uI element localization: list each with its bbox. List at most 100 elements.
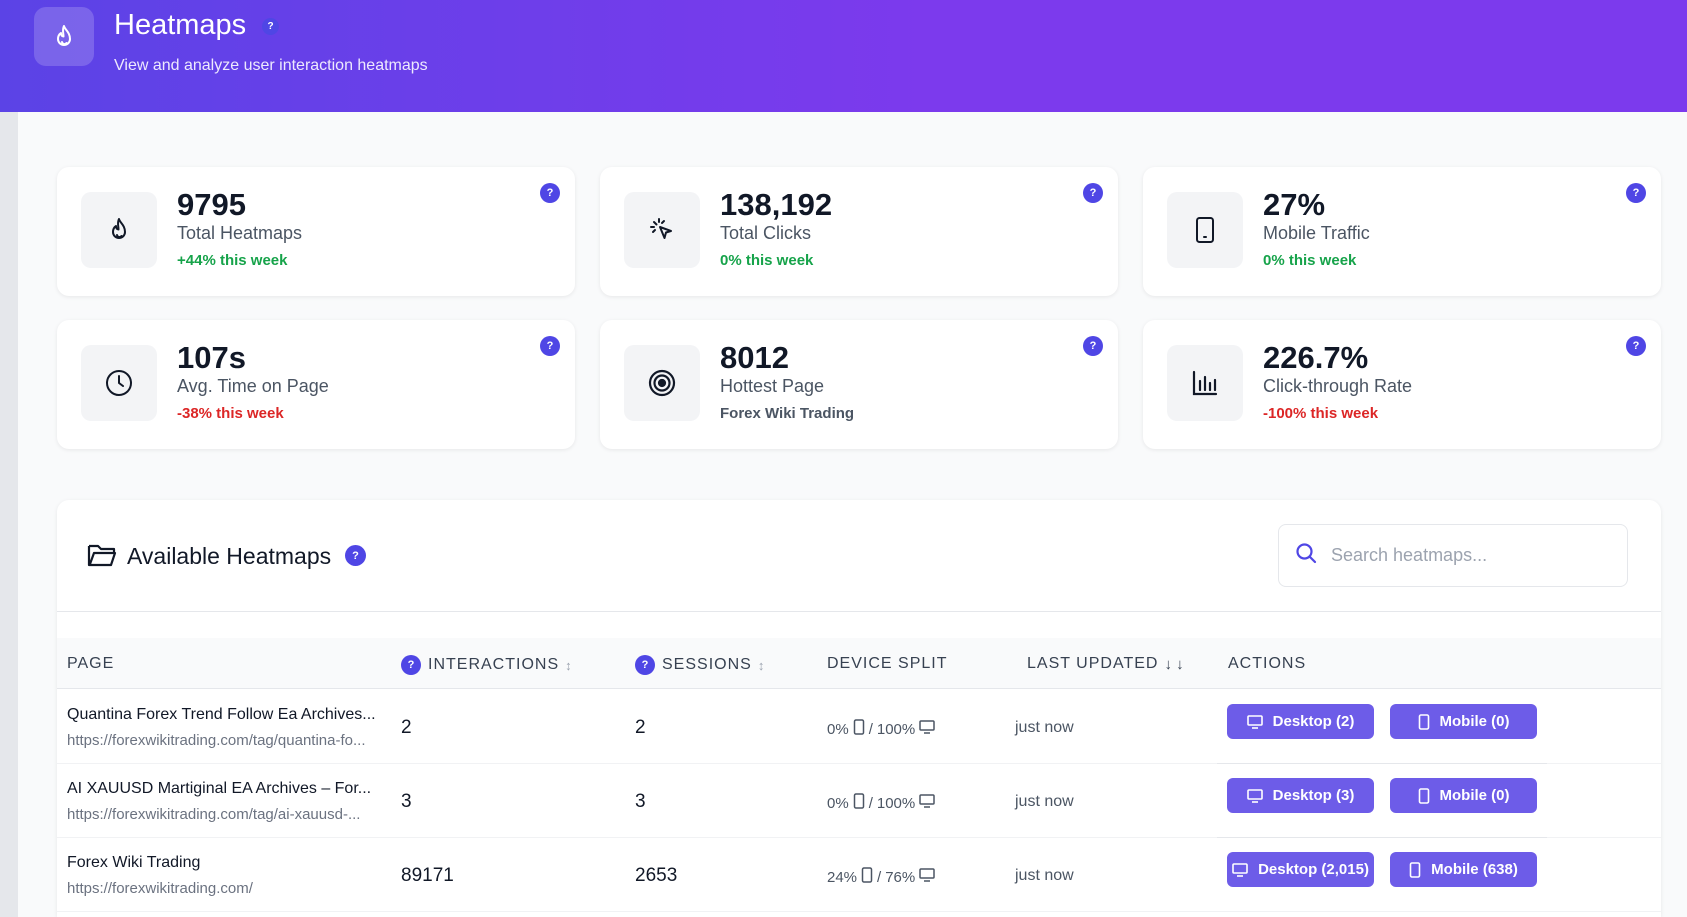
stat-label: Avg. Time on Page <box>177 376 329 396</box>
last-updated-cell: just now <box>1015 867 1074 884</box>
desktop-heatmap-button[interactable]: Desktop (3) <box>1227 778 1374 813</box>
interactions-cell: 89171 <box>401 865 454 886</box>
help-icon[interactable]: ? <box>1083 183 1103 203</box>
help-icon[interactable]: ? <box>1626 183 1646 203</box>
sort-icon[interactable]: ↕ <box>757 657 765 673</box>
desktop-percent: 100% <box>876 720 916 738</box>
stat-trend: -38% this week <box>177 405 284 422</box>
last-updated-cell: just now <box>1015 793 1074 810</box>
divider <box>1217 837 1547 838</box>
help-icon[interactable]: ? <box>540 336 560 356</box>
clock-icon <box>81 345 157 421</box>
table-row: Forex Wiki Trading https://forexwikitrad… <box>57 838 1661 912</box>
column-label: PAGE <box>67 655 115 672</box>
divider <box>1217 763 1547 764</box>
desktop-heatmap-button[interactable]: Desktop (2) <box>1227 704 1374 739</box>
stat-label: Total Clicks <box>720 223 812 243</box>
sessions-cell: 2 <box>635 717 646 738</box>
table-row: AI XAUUSD Martiginal EA Archives – For..… <box>57 764 1661 838</box>
mobile-heatmap-button[interactable]: Mobile (0) <box>1390 778 1537 813</box>
table-header: PAGE ? INTERACTIONS ↕ ? SESSIONS ↕ DEVIC… <box>57 638 1661 689</box>
stat-label: Total Heatmaps <box>177 223 303 243</box>
stat-label: Mobile Traffic <box>1263 223 1370 243</box>
mobile-percent: 0% <box>827 794 849 812</box>
interactions-cell: 3 <box>401 791 412 812</box>
separator: / <box>877 868 882 886</box>
stat-value: 107s <box>177 340 246 375</box>
button-label: Mobile (0) <box>1439 713 1510 730</box>
desktop-icon <box>1246 788 1263 803</box>
stat-card-total-clicks: 138,192 Total Clicks 0% this week ? <box>600 167 1118 296</box>
column-label: SESSIONS <box>662 656 752 673</box>
mobile-icon <box>853 719 865 739</box>
click-icon <box>624 192 700 268</box>
stat-card-avg-time: 107s Avg. Time on Page -38% this week ? <box>57 320 575 449</box>
separator: / <box>868 720 873 738</box>
desktop-percent: 76% <box>885 868 916 886</box>
stat-card-total-heatmaps: 9795 Total Heatmaps +44% this week ? <box>57 167 575 296</box>
sort-icon[interactable]: ↕ <box>565 657 572 673</box>
search-icon <box>1295 542 1317 569</box>
page-title-cell[interactable]: AI XAUUSD Martiginal EA Archives – For..… <box>67 780 372 797</box>
stat-value: 8012 <box>720 340 789 375</box>
page-url-cell: https://forexwikitrading.com/tag/ai-xauu… <box>67 806 361 823</box>
mobile-percent: 0% <box>827 720 849 738</box>
target-icon <box>624 345 700 421</box>
stat-value: 9795 <box>177 187 246 222</box>
page-title-cell[interactable]: Forex Wiki Trading <box>67 854 201 871</box>
mobile-icon <box>1418 713 1429 730</box>
flame-icon <box>81 192 157 268</box>
device-split-cell: 0% / 100% <box>827 793 935 813</box>
search-input[interactable] <box>1331 545 1611 566</box>
sessions-cell: 2653 <box>635 865 678 886</box>
search-box[interactable] <box>1278 524 1628 587</box>
stat-trend: 0% this week <box>720 252 814 269</box>
page-url-cell: https://forexwikitrading.com/ <box>67 880 253 897</box>
mobile-icon <box>1409 861 1421 878</box>
help-icon[interactable]: ? <box>345 545 366 566</box>
stat-card-ctr: 226.7% Click-through Rate -100% this wee… <box>1143 320 1661 449</box>
table-row: Quantina Forex Trend Follow Ea Archives.… <box>57 690 1661 764</box>
help-icon[interactable]: ? <box>540 183 560 203</box>
help-icon[interactable]: ? <box>1626 336 1646 356</box>
page-url-cell: https://forexwikitrading.com/tag/quantin… <box>67 732 366 749</box>
interactions-cell: 2 <box>401 717 412 738</box>
page-title-cell[interactable]: Quantina Forex Trend Follow Ea Archives.… <box>67 706 376 723</box>
mobile-icon <box>861 867 873 887</box>
column-page: PAGE <box>67 655 114 673</box>
mobile-percent: 24% <box>827 868 858 886</box>
column-label: INTERACTIONS <box>428 656 560 673</box>
desktop-percent: 100% <box>876 794 916 812</box>
column-label: DEVICE SPLIT <box>827 655 948 672</box>
mobile-heatmap-button[interactable]: Mobile (638) <box>1390 852 1537 887</box>
sidebar-edge <box>0 112 18 917</box>
stat-value: 138,192 <box>720 187 833 222</box>
divider <box>57 611 1661 612</box>
sort-desc-icon[interactable]: ↓ ↓ <box>1164 655 1184 673</box>
help-icon[interactable]: ? <box>1083 336 1103 356</box>
mobile-icon <box>853 793 865 813</box>
column-actions: ACTIONS <box>1228 655 1306 673</box>
desktop-heatmap-button[interactable]: Desktop (2,015) <box>1227 852 1374 887</box>
mobile-heatmap-button[interactable]: Mobile (0) <box>1390 704 1537 739</box>
stat-label: Hottest Page <box>720 376 825 396</box>
stat-label: Click-through Rate <box>1263 376 1413 396</box>
desktop-icon <box>919 720 935 738</box>
desktop-icon <box>919 868 935 886</box>
help-icon[interactable]: ? <box>262 18 279 35</box>
desktop-icon <box>1246 714 1263 729</box>
column-label: ACTIONS <box>1228 655 1307 672</box>
desktop-icon <box>1232 862 1248 877</box>
column-last-updated[interactable]: LAST UPDATED ↓ ↓ <box>1027 655 1184 673</box>
column-interactions[interactable]: ? INTERACTIONS ↕ <box>401 655 572 675</box>
button-label: Desktop (2,015) <box>1258 861 1369 878</box>
help-icon[interactable]: ? <box>401 655 421 675</box>
column-sessions[interactable]: ? SESSIONS ↕ <box>635 655 764 675</box>
device-split-cell: 24% / 76% <box>827 867 935 887</box>
separator: / <box>868 794 873 812</box>
page-title: Heatmaps <box>114 9 247 41</box>
stat-trend: -100% this week <box>1263 405 1379 422</box>
button-label: Desktop (3) <box>1272 787 1355 804</box>
help-icon[interactable]: ? <box>635 655 655 675</box>
flame-icon <box>34 7 94 66</box>
